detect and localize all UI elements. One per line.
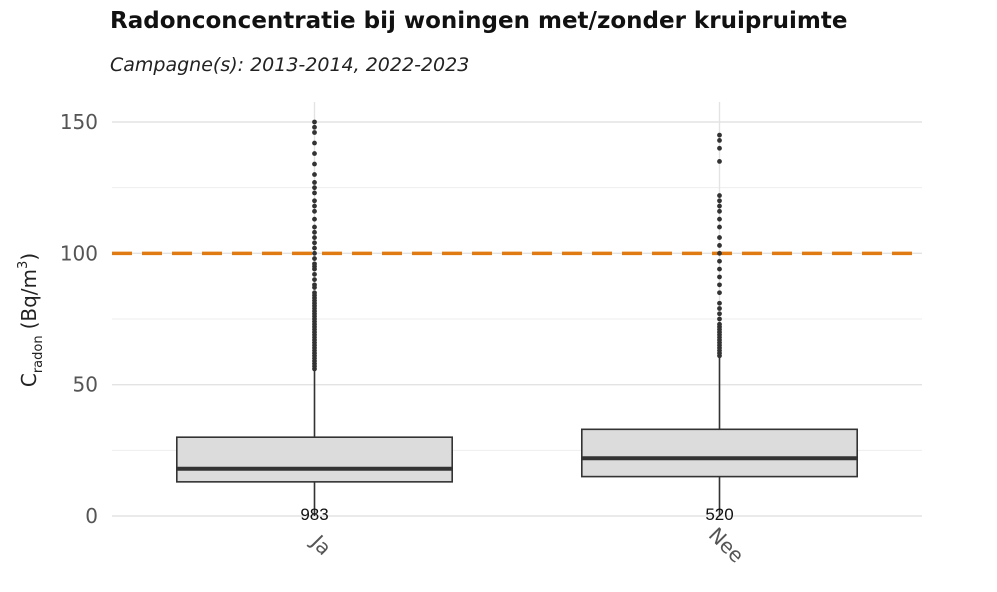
outlier-point [312, 250, 317, 256]
sample-size-label: 983 [300, 505, 328, 524]
y-tick-label: 50 [73, 373, 98, 397]
outlier-point [717, 224, 722, 230]
y-axis-label-subscript: radon [31, 335, 46, 373]
outlier-point [717, 282, 722, 288]
x-tick-label: Nee [704, 523, 749, 568]
outlier-point [312, 208, 317, 214]
outlier-point [717, 198, 722, 204]
x-tick-labels: Ja Nee [305, 523, 749, 568]
outlier-point [717, 193, 722, 198]
outlier-point [312, 224, 317, 230]
outlier-point [312, 235, 317, 240]
box-ja: 983 [176, 119, 453, 524]
outlier-point [717, 306, 722, 311]
outlier-point [312, 282, 317, 288]
outlier-point [717, 258, 722, 264]
outlier-point [717, 216, 722, 222]
outlier-point [312, 180, 317, 185]
outlier-point [312, 229, 317, 235]
outlier-point [312, 203, 317, 209]
outlier-point [312, 198, 317, 204]
y-axis-label: Cradon (Bq/m3) [16, 253, 46, 387]
outlier-point [312, 185, 317, 191]
outlier-point [717, 274, 722, 280]
outlier-point [312, 290, 317, 296]
box-nee: 520 [580, 132, 858, 524]
outlier-point [312, 271, 317, 277]
outlier-point [312, 277, 317, 282]
outlier-point [717, 208, 722, 214]
chart-title: Radonconcentratie bij woningen met/zonde… [110, 8, 848, 34]
y-axis-label-superscript: 3 [16, 261, 31, 269]
x-tick-label: Ja [305, 529, 336, 560]
outlier-point [312, 256, 317, 261]
outlier-point [312, 190, 317, 196]
outlier-point [717, 300, 722, 306]
outlier-point [717, 132, 722, 138]
chart-subtitle: Campagne(s): 2013-2014, 2022-2023 [110, 54, 470, 76]
outlier-point [717, 311, 722, 317]
outlier-point [717, 203, 722, 209]
box-iqr [580, 428, 858, 478]
y-axis-label-unit-open: (Bq/m [17, 269, 41, 329]
outlier-point [717, 159, 722, 164]
outlier-point [312, 245, 317, 251]
box-iqr [176, 436, 453, 483]
outlier-point [312, 124, 317, 130]
y-tick-label: 0 [85, 504, 98, 528]
outlier-point [717, 137, 722, 143]
outlier-point [312, 216, 317, 222]
outlier-point [312, 140, 317, 146]
outlier-point [717, 321, 722, 327]
outlier-point [312, 261, 317, 267]
outlier-point [717, 235, 722, 240]
y-tick-label: 100 [60, 241, 98, 265]
outlier-point [312, 161, 317, 167]
outlier-point [312, 240, 317, 246]
outlier-point [312, 172, 317, 177]
outlier-point [717, 250, 722, 256]
y-axis-label-main: C [17, 373, 41, 387]
outlier-point [717, 243, 722, 248]
y-tick-label: 150 [60, 110, 98, 134]
sample-size-label: 520 [705, 505, 733, 524]
outlier-point [312, 151, 317, 156]
outlier-point [717, 316, 722, 322]
y-axis-label-unit-close: ) [17, 253, 41, 261]
outlier-point [717, 290, 722, 296]
outlier-point [312, 119, 317, 125]
outlier-point [717, 145, 722, 151]
outlier-point [717, 266, 722, 272]
y-tick-labels: 0 50 100 150 [60, 110, 98, 528]
outlier-point [312, 130, 317, 135]
boxes-layer: 983 520 [176, 119, 858, 524]
